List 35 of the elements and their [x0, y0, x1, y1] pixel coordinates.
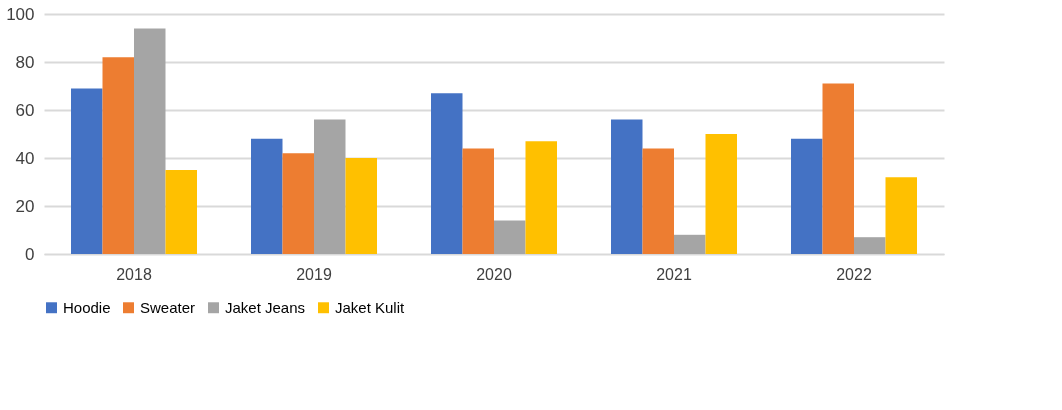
bar — [251, 138, 283, 254]
legend-label: Sweater — [140, 298, 196, 316]
bar — [282, 153, 314, 254]
bar — [71, 88, 103, 254]
bar — [165, 170, 197, 254]
legend-label: Hoodie — [63, 298, 111, 316]
bar — [854, 237, 886, 254]
bar — [314, 119, 346, 254]
bar — [674, 234, 706, 254]
bar — [431, 93, 463, 254]
bar — [822, 83, 854, 254]
y-tick-label: 100 — [6, 4, 35, 24]
x-tick-label: 2018 — [116, 265, 152, 283]
bar — [102, 57, 134, 254]
bar — [494, 220, 526, 254]
bar — [611, 119, 643, 254]
bar — [462, 148, 494, 254]
bar — [134, 28, 166, 254]
bar — [885, 177, 917, 254]
legend-label: Jaket Jeans — [225, 298, 306, 316]
bar — [345, 158, 377, 254]
legend-label: Jaket Kulit — [335, 298, 406, 316]
bar — [705, 134, 737, 254]
y-tick-label: 40 — [15, 148, 35, 168]
y-tick-label: 0 — [25, 244, 35, 264]
bar — [642, 148, 674, 254]
y-tick-label: 60 — [15, 100, 35, 120]
bar — [525, 141, 557, 254]
y-tick-label: 20 — [15, 196, 35, 216]
x-tick-label: 2022 — [836, 265, 872, 283]
y-tick-label: 80 — [15, 52, 35, 72]
x-tick-label: 2021 — [656, 265, 692, 283]
x-tick-label: 2020 — [476, 265, 512, 283]
bar — [791, 138, 823, 254]
x-tick-label: 2019 — [296, 265, 332, 283]
